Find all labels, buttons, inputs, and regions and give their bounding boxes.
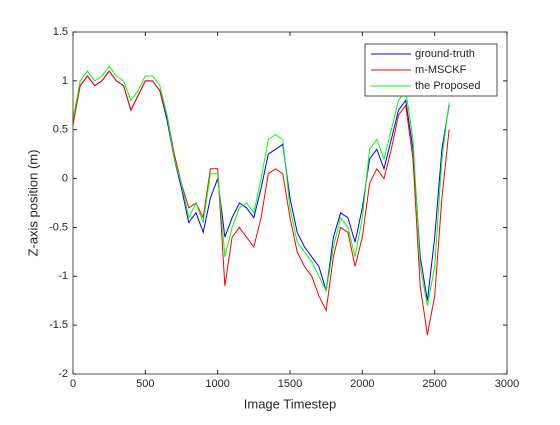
legend-label: the Proposed xyxy=(415,80,480,92)
legend-label: m-MSCKF xyxy=(415,64,467,76)
legend-label: ground-truth xyxy=(415,48,475,60)
x-tick-label: 1500 xyxy=(278,378,302,390)
y-tick-label: 1.5 xyxy=(53,26,68,38)
x-tick-label: 3000 xyxy=(495,378,519,390)
y-tick-label: -1 xyxy=(58,270,68,282)
data-line xyxy=(72,70,450,335)
x-tick-label: 2500 xyxy=(422,378,446,390)
x-tick-label: 2000 xyxy=(350,378,374,390)
data-line xyxy=(72,65,450,306)
x-axis-label: Image Timestep xyxy=(244,396,337,411)
x-tick-label: 0 xyxy=(70,378,76,390)
y-tick-label: -2 xyxy=(58,368,68,380)
x-tick-label: 500 xyxy=(136,378,154,390)
y-axis-label: Z-axis position (m) xyxy=(25,150,40,257)
y-tick-label: 0.5 xyxy=(53,124,68,136)
x-tick-label: 1000 xyxy=(205,378,229,390)
y-tick-label: 0 xyxy=(62,172,68,184)
y-tick-label: -1.5 xyxy=(49,319,68,331)
y-tick-label: -0.5 xyxy=(49,221,68,233)
y-tick-label: 1 xyxy=(62,75,68,87)
